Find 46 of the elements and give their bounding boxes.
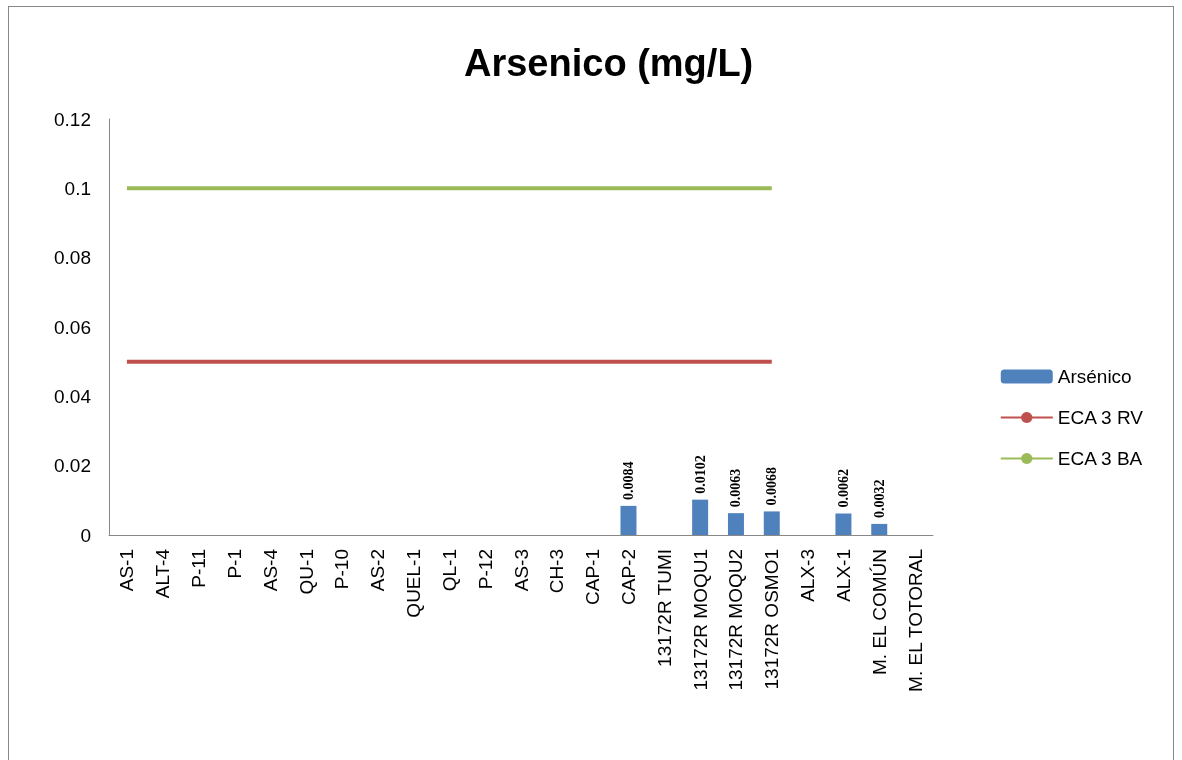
x-tick-label: 13172R OSMO1	[761, 549, 783, 690]
x-tick-label: CAP-1	[582, 549, 604, 605]
legend-label: ECA 3 BA	[1057, 448, 1143, 469]
bar	[692, 499, 709, 535]
data-label: 0.0102	[692, 455, 708, 494]
x-tick-label: ALX-3	[797, 549, 819, 602]
bar	[763, 511, 780, 535]
chart-title: Arsenico (mg/L)	[464, 42, 754, 84]
x-tick-label: CH-3	[546, 549, 568, 594]
x-tick-label: CAP-2	[617, 549, 639, 605]
x-tick-label: QL-1	[438, 549, 460, 592]
x-tick-label: M. EL TOTORAL	[904, 549, 926, 692]
x-tick-label: P-12	[474, 549, 496, 590]
y-tick-label: 0.02	[54, 455, 91, 477]
x-tick-label: ALT-4	[152, 548, 174, 599]
data-label: 0.0063	[728, 468, 744, 508]
data-label: 0.0062	[835, 469, 851, 508]
x-tick-label: AS-1	[116, 549, 138, 592]
x-tick-label: AS-4	[259, 548, 281, 592]
bar	[727, 513, 744, 535]
data-label: 0.0084	[620, 461, 636, 500]
bar	[620, 505, 637, 535]
x-tick-label: P-10	[331, 549, 353, 590]
y-tick-label: 0	[80, 524, 91, 546]
x-tick-label: QUEL-1	[403, 549, 425, 618]
bar	[835, 513, 852, 535]
x-tick-label: 13172R TUMI	[653, 549, 675, 667]
x-tick-label: ALX-1	[832, 549, 854, 602]
x-tick-label: AS-3	[510, 549, 532, 592]
x-tick-label: 13172R MOQU2	[725, 549, 747, 691]
y-tick-label: 0.1	[64, 177, 91, 199]
data-label: 0.0068	[764, 466, 780, 506]
bar	[871, 523, 888, 535]
y-tick-label: 0.06	[54, 316, 91, 338]
x-tick-label: QU-1	[295, 549, 317, 595]
x-tick-label: 13172R MOQU1	[689, 549, 711, 691]
x-tick-label: P-1	[223, 549, 245, 579]
x-tick-label: P-11	[188, 549, 210, 588]
x-tick-label: AS-2	[367, 549, 389, 592]
legend-label: Arsénico	[1057, 366, 1132, 387]
y-tick-label: 0.12	[54, 108, 91, 130]
y-tick-label: 0.04	[54, 385, 92, 407]
data-label: 0.0032	[871, 479, 887, 518]
legend-label: ECA 3 RV	[1057, 407, 1144, 428]
y-tick-label: 0.08	[54, 247, 91, 269]
x-tick-label: M. EL COMÚN	[868, 549, 890, 675]
